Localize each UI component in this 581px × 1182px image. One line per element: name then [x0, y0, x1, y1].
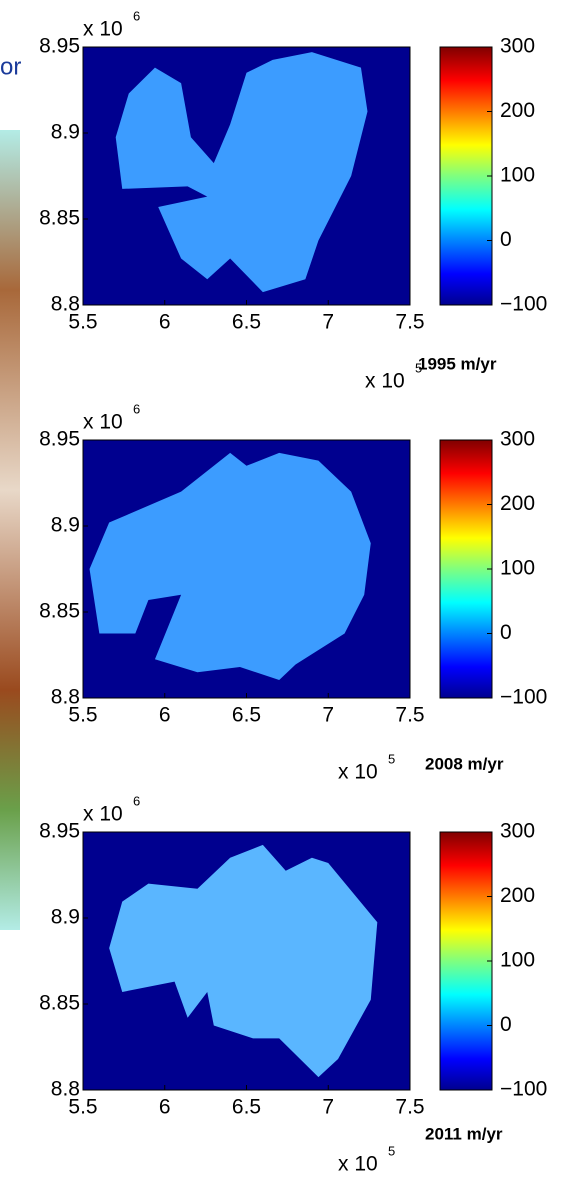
y-tick-label: 8.85 — [39, 992, 80, 1015]
colorbar-tick-label: 200 — [500, 99, 535, 122]
ice-region — [89, 452, 371, 680]
x-tick-label: 5.5 — [68, 311, 97, 334]
y-tick-label: 8.9 — [51, 906, 80, 929]
colorbar-tick-label: 100 — [500, 164, 535, 187]
x-tick-label: 7.5 — [395, 311, 424, 334]
colorbar-tick-label: 300 — [500, 35, 535, 58]
x-tick-label: 5.5 — [68, 704, 97, 727]
colorbar-tick-label: 0 — [500, 1013, 512, 1036]
colorbar-tick-label: 100 — [500, 557, 535, 580]
x-tick-label: 7 — [322, 1096, 334, 1119]
y-tick-label: 8.8 — [51, 686, 80, 709]
x-multiplier-exponent: 5 — [388, 1143, 395, 1158]
y-tick-label: 8.95 — [39, 820, 80, 843]
colorbar — [439, 46, 493, 306]
x-multiplier: x 10 — [338, 1153, 378, 1176]
colorbar-tick-label: −100 — [500, 1078, 547, 1101]
x-tick-label: 7.5 — [395, 704, 424, 727]
colorbar-tick-label: 0 — [500, 228, 512, 251]
annotation: 2011 m/yr — [425, 1124, 503, 1143]
colorbar-tick-label: 200 — [500, 884, 535, 907]
x-tick-label: 5.5 — [68, 1096, 97, 1119]
cropped-image — [0, 130, 20, 930]
y-tick-label: 8.8 — [51, 293, 80, 316]
x-multiplier-exponent: 5 — [415, 360, 422, 375]
x-tick-label: 6.5 — [232, 311, 261, 334]
x-tick-label: 6.5 — [232, 1096, 261, 1119]
y-multiplier: x 10 — [83, 803, 123, 826]
ice-region — [109, 844, 378, 1078]
y-multiplier-exponent: 6 — [133, 793, 140, 808]
colorbar — [439, 831, 493, 1091]
ice-region — [115, 52, 368, 293]
y-multiplier: x 10 — [83, 18, 123, 41]
x-multiplier: x 10 — [338, 761, 378, 784]
y-tick-label: 8.95 — [39, 428, 80, 451]
x-tick-label: 7.5 — [395, 1096, 424, 1119]
y-tick-label: 8.85 — [39, 600, 80, 623]
x-tick-label: 6 — [159, 311, 171, 334]
x-tick-label: 7 — [322, 311, 334, 334]
colorbar — [439, 439, 493, 699]
cropped-text: or — [0, 53, 21, 80]
colorbar-tick-label: 100 — [500, 949, 535, 972]
y-tick-label: 8.95 — [39, 35, 80, 58]
y-multiplier: x 10 — [83, 411, 123, 434]
y-tick-label: 8.9 — [51, 121, 80, 144]
colorbar-tick-label: 300 — [500, 428, 535, 451]
x-tick-label: 6 — [159, 704, 171, 727]
colorbar-tick-label: 300 — [500, 820, 535, 843]
annotation: 2008 m/yr — [425, 754, 504, 773]
x-tick-label: 7 — [322, 704, 334, 727]
y-multiplier-exponent: 6 — [133, 401, 140, 416]
annotation: 1995 m/yr — [418, 354, 497, 373]
colorbar-tick-label: −100 — [500, 293, 547, 316]
y-multiplier-exponent: 6 — [133, 8, 140, 23]
y-tick-label: 8.9 — [51, 514, 80, 537]
x-multiplier: x 10 — [365, 370, 405, 393]
colorbar-tick-label: −100 — [500, 686, 547, 709]
x-multiplier-exponent: 5 — [388, 751, 395, 766]
x-tick-label: 6 — [159, 1096, 171, 1119]
y-tick-label: 8.85 — [39, 207, 80, 230]
colorbar-tick-label: 200 — [500, 492, 535, 515]
colorbar-tick-label: 0 — [500, 621, 512, 644]
x-tick-label: 6.5 — [232, 704, 261, 727]
y-tick-label: 8.8 — [51, 1078, 80, 1101]
